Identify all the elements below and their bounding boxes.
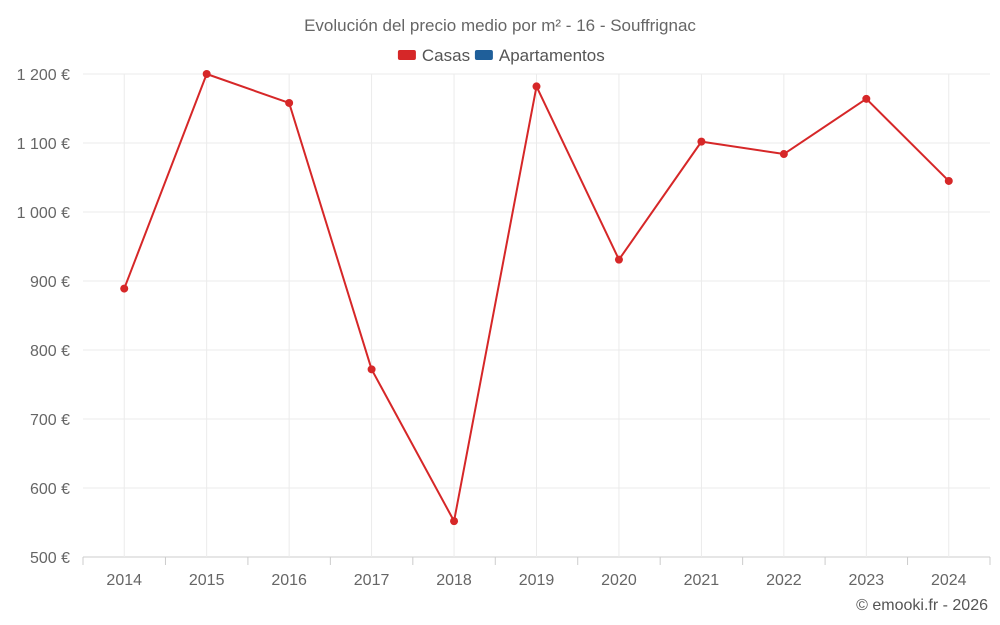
y-tick-label: 500 € bbox=[30, 550, 70, 567]
y-tick-label: 1 000 € bbox=[17, 205, 70, 222]
x-tick-label: 2020 bbox=[601, 572, 637, 589]
series-group bbox=[120, 70, 953, 526]
legend: Casas Apartamentos bbox=[397, 46, 605, 65]
data-point[interactable] bbox=[450, 517, 459, 526]
chart-title: Evolución del precio medio por m² - 16 -… bbox=[304, 16, 696, 35]
x-tick-label: 2017 bbox=[354, 572, 390, 589]
y-axis: 500 € 600 € 700 € 800 € 900 € 1 000 € 1 100 € 1… bbox=[17, 67, 70, 567]
y-tick-label: 1 100 € bbox=[17, 136, 70, 153]
x-tick-label: 2023 bbox=[849, 572, 885, 589]
x-tick-label: 2024 bbox=[931, 572, 967, 589]
x-tick-label: 2016 bbox=[271, 572, 307, 589]
data-point[interactable] bbox=[367, 365, 376, 374]
x-tick-label: 2021 bbox=[684, 572, 720, 589]
y-tick-label: 900 € bbox=[30, 274, 70, 291]
legend-swatch bbox=[397, 50, 416, 60]
credit-text: © emooki.fr - 2026 bbox=[856, 597, 988, 614]
data-point[interactable] bbox=[614, 255, 623, 264]
data-point[interactable] bbox=[697, 137, 706, 146]
y-tick-label: 800 € bbox=[30, 343, 70, 360]
data-point[interactable] bbox=[862, 94, 871, 103]
grid bbox=[82, 73, 991, 565]
data-point[interactable] bbox=[202, 70, 211, 78]
data-point[interactable] bbox=[779, 150, 788, 159]
x-tick-label: 2014 bbox=[106, 572, 142, 589]
legend-label[interactable]: Apartamentos bbox=[499, 46, 605, 65]
x-tick-label: 2019 bbox=[519, 572, 555, 589]
y-tick-label: 1 200 € bbox=[17, 67, 70, 84]
data-point[interactable] bbox=[285, 98, 294, 107]
data-point[interactable] bbox=[944, 176, 953, 185]
legend-swatch bbox=[474, 50, 493, 60]
y-tick-label: 600 € bbox=[30, 481, 70, 498]
x-tick-label: 2015 bbox=[189, 572, 225, 589]
x-tick-label: 2022 bbox=[766, 572, 802, 589]
data-point[interactable] bbox=[120, 284, 129, 293]
data-point[interactable] bbox=[532, 82, 541, 91]
x-tick-label: 2018 bbox=[436, 572, 472, 589]
legend-label[interactable]: Casas bbox=[422, 46, 470, 65]
x-axis: 2014 2015 2016 2017 2018 2019 2020 2021 2022 2023… bbox=[106, 572, 966, 589]
y-tick-label: 700 € bbox=[30, 412, 70, 429]
